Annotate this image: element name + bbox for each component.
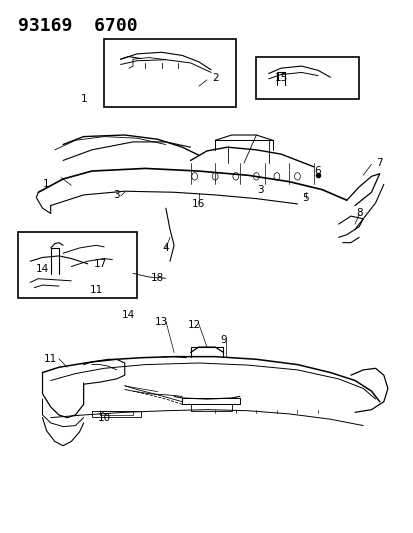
Text: 12: 12 [188, 320, 201, 330]
Text: 6: 6 [314, 166, 320, 176]
Text: 14: 14 [36, 264, 49, 274]
Text: 8: 8 [355, 208, 362, 219]
Bar [104, 38, 235, 108]
Text: 1: 1 [80, 94, 87, 104]
Text: 14: 14 [122, 310, 135, 320]
Text: 13: 13 [155, 317, 168, 327]
Text: 10: 10 [97, 413, 111, 423]
Bar [18, 232, 137, 298]
Text: 3: 3 [256, 184, 263, 195]
Text: 15: 15 [274, 73, 287, 83]
Text: 1: 1 [43, 179, 50, 189]
Text: 16: 16 [192, 199, 205, 209]
Text: 93169  6700: 93169 6700 [18, 17, 137, 35]
Text: 4: 4 [162, 243, 169, 253]
Text: 5: 5 [301, 192, 308, 203]
Text: 11: 11 [44, 354, 57, 364]
Text: 2: 2 [211, 73, 218, 83]
Text: 18: 18 [151, 273, 164, 283]
Text: 17: 17 [93, 259, 107, 269]
Text: 11: 11 [89, 285, 102, 295]
Bar [256, 57, 358, 100]
Text: 7: 7 [375, 158, 382, 168]
Text: 9: 9 [220, 335, 226, 345]
Text: 3: 3 [113, 190, 119, 200]
